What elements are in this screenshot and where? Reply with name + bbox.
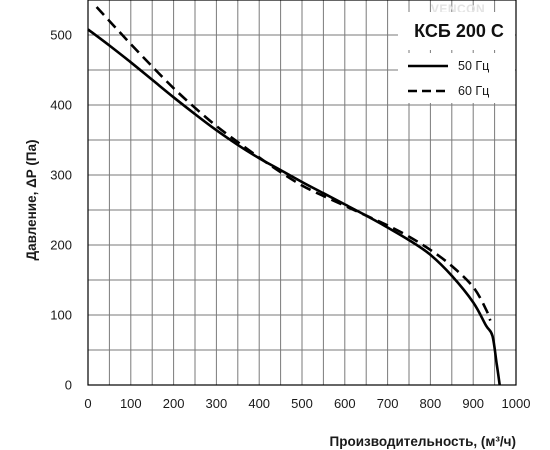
x-tick-label: 500 [291, 396, 313, 411]
y-tick-label: 200 [50, 238, 72, 253]
x-tick-label: 1000 [502, 396, 531, 411]
plot-frame [87, 0, 517, 386]
legend-label-60hz: 60 Гц [458, 84, 489, 98]
x-tick-label: 100 [120, 396, 142, 411]
x-tick-label: 800 [420, 396, 442, 411]
legend-box [398, 53, 515, 103]
y-axis-label: Давление, ΔP (Па) [24, 139, 39, 260]
chart-title: КСБ 200 С [414, 21, 504, 41]
x-tick-label: 200 [163, 396, 185, 411]
y-tick-labels: 0 100 200 300 400 500 [50, 28, 72, 393]
y-tick-label: 500 [50, 28, 72, 43]
x-tick-label: 300 [206, 396, 228, 411]
legend: 50 Гц 60 Гц [398, 53, 515, 103]
series-layer [87, 6, 501, 386]
title-box [398, 12, 515, 50]
y-tick-label: 0 [65, 378, 72, 393]
series-line-60hz [95, 6, 492, 322]
y-tick-label: 300 [50, 168, 72, 183]
x-axis-label: Производительность, (м³/ч) [330, 434, 516, 449]
series-line-50hz [87, 28, 501, 386]
x-tick-label: 0 [84, 396, 91, 411]
y-tick-label: 400 [50, 98, 72, 113]
x-tick-label: 400 [248, 396, 270, 411]
legend-label-50hz: 50 Гц [458, 59, 489, 73]
x-tick-label: 600 [334, 396, 356, 411]
x-tick-label: 700 [377, 396, 399, 411]
y-tick-label: 100 [50, 308, 72, 323]
x-tick-labels: 0 100 200 300 400 500 600 700 800 900 1000 [84, 396, 530, 411]
x-tick-label: 900 [462, 396, 484, 411]
